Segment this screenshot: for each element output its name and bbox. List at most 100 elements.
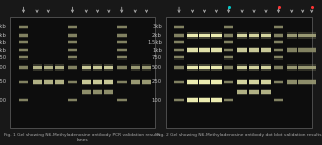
Bar [211,47,222,53]
Bar [224,26,233,28]
Bar [44,80,53,84]
Bar [274,33,283,38]
Bar [104,89,113,95]
Bar [68,40,77,44]
Bar [308,32,316,39]
Bar [287,80,297,84]
Text: 250: 250 [0,79,6,84]
Bar [211,66,222,69]
Bar [274,81,283,83]
Bar [237,89,247,95]
Bar [68,26,77,28]
Bar [261,34,271,37]
Bar [142,79,151,85]
Bar [261,89,271,95]
Bar [174,99,184,101]
Bar [104,79,113,85]
Bar [308,64,316,71]
Bar [68,33,77,38]
Bar [68,49,77,51]
Bar [117,25,127,29]
Bar [68,80,77,84]
Bar [68,25,77,29]
Bar [224,98,233,102]
Bar [117,65,127,70]
Text: 1kb: 1kb [0,48,6,52]
Bar [68,98,77,102]
Bar [261,32,271,39]
Bar [237,79,247,85]
Bar [93,89,102,95]
Bar [274,48,283,52]
Bar [249,89,259,95]
Bar [10,17,155,128]
Bar [117,56,127,58]
Text: 1.5kb: 1.5kb [147,40,162,45]
Text: 2kb: 2kb [152,33,162,38]
Bar [287,32,297,39]
Bar [274,99,283,101]
Bar [249,32,259,39]
Bar [274,98,283,102]
Bar [93,80,102,84]
Bar [82,66,91,69]
Bar [211,34,222,37]
Bar [93,64,102,71]
Bar [19,99,28,101]
Bar [117,49,127,51]
Bar [68,34,77,37]
Bar [237,80,247,84]
Bar [117,41,127,43]
Bar [199,32,210,39]
Bar [174,25,184,29]
Bar [55,64,64,71]
Bar [68,99,77,101]
Bar [117,66,127,69]
Bar [187,48,198,52]
Bar [224,48,233,52]
Bar [237,66,247,69]
Bar [174,81,184,83]
Bar [274,41,283,43]
Bar [187,97,198,103]
Bar [174,49,184,51]
Bar [174,48,184,52]
Bar [287,47,297,53]
Bar [117,80,127,84]
Bar [68,65,77,70]
Bar [174,56,184,58]
Text: 2kb: 2kb [0,33,6,38]
Bar [19,98,28,102]
Bar [33,80,42,84]
Bar [187,98,198,102]
Bar [224,80,233,84]
Bar [82,89,91,95]
Bar [187,47,198,53]
Bar [187,64,198,71]
Bar [298,48,308,52]
Bar [33,66,42,69]
Bar [237,34,247,37]
Bar [104,66,113,69]
Bar [68,41,77,43]
Bar [104,80,113,84]
Bar [33,64,42,71]
Bar [166,17,312,128]
Bar [224,34,233,37]
Bar [308,79,316,85]
Bar [224,65,233,70]
Bar [298,32,308,39]
Bar [199,48,210,52]
Bar [274,80,283,84]
Bar [287,64,297,71]
Bar [131,79,140,85]
Bar [199,34,210,37]
Bar [199,98,210,102]
Bar [174,55,184,60]
Bar [224,41,233,43]
Bar [199,79,210,85]
Bar [274,26,283,28]
Text: 1kb: 1kb [152,48,162,52]
Bar [199,66,210,69]
Bar [174,80,184,84]
